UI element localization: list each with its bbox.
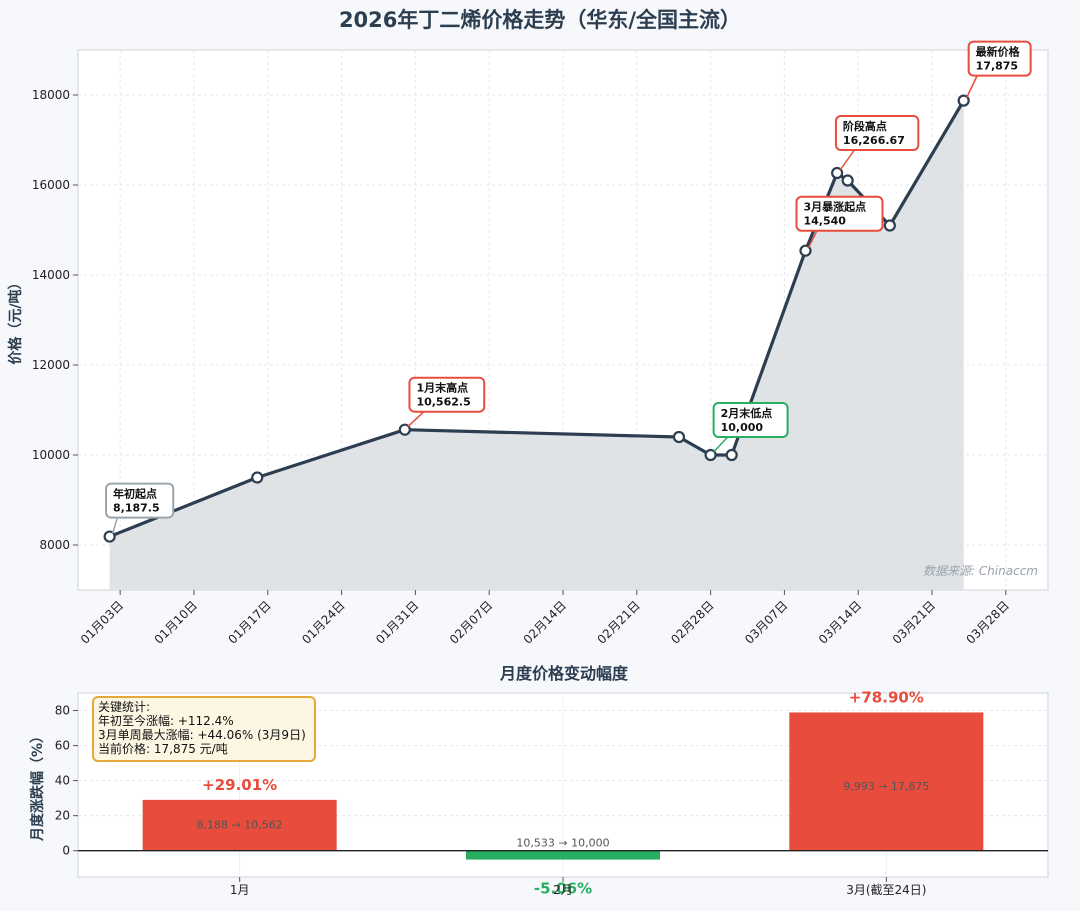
annotation-box (834, 114, 920, 151)
bar-chart: 0 20 40 60 80 月度涨跌幅（%） +29.01% 8,188 → 10,562 1月… (29, 688, 1049, 898)
data-point (957, 94, 970, 107)
y-tick-label: 12000 (32, 358, 70, 372)
data-point (398, 423, 411, 436)
data-point (883, 219, 896, 232)
y-tick-label: 10000 (32, 448, 70, 462)
annotation-value: 17,875 (976, 60, 1018, 73)
stats-box-frame (92, 696, 316, 762)
bar-y-axis-label: 月度涨跌幅（%） (29, 729, 46, 842)
x-tick-label: 03月14日 (816, 598, 864, 646)
bar (789, 712, 984, 851)
bar (466, 850, 660, 860)
line-chart: 01月03日 01月10日 01月17日 01月24日 01月31日 02月07日 02月1… (7, 40, 1049, 647)
y-tick-label: 8000 (39, 538, 70, 552)
annotation-title: 年初起点 (113, 487, 157, 501)
annotation-box (712, 402, 789, 438)
stats-box: 关键统计:年初至今涨幅: +112.4%3月单周最大涨幅: +44.06% (3… (92, 696, 316, 762)
annotation-box (105, 482, 175, 519)
annotation-value: 16,266.67 (843, 134, 905, 147)
bar-x-tick-label: 1月 (230, 883, 250, 897)
bar-y-tick-label: 40 (55, 774, 70, 788)
bar-range-label: 10,533 → 10,000 (516, 837, 609, 850)
stats-line: 年初至今涨幅: +112.4% (98, 713, 234, 728)
x-tick-label: 01月31日 (373, 598, 421, 646)
x-tick-label: 03月21日 (890, 598, 938, 646)
x-tick-label: 01月17日 (225, 598, 273, 646)
x-tick-label: 03月28日 (963, 598, 1011, 646)
bar-value-label: -5.06% (534, 880, 592, 898)
stats-heading: 关键统计: (98, 700, 150, 714)
y-tick-label: 18000 (32, 88, 70, 102)
x-tick-label: 01月10日 (152, 598, 200, 646)
data-point (103, 530, 116, 543)
bar-y-tick-label: 80 (55, 704, 70, 718)
data-point (725, 448, 738, 462)
x-tick-label: 02月14日 (521, 598, 569, 646)
data-point (799, 244, 812, 257)
data-source-note: 数据来源: Chinaccm (923, 564, 1038, 578)
bar-y-tick-label: 0 (62, 844, 70, 858)
data-point (841, 174, 854, 187)
annotation-box (795, 195, 884, 232)
data-point (831, 166, 844, 180)
x-tick-label: 02月07日 (447, 598, 495, 646)
bar (142, 799, 337, 851)
data-point (251, 471, 264, 484)
annotation-arrow (713, 435, 730, 453)
area-fill (109, 100, 964, 590)
x-tick-label: 01月03日 (78, 598, 126, 646)
x-tick-label: 02月21日 (594, 598, 642, 646)
x-tick-label: 03月07日 (742, 598, 790, 646)
x-tick-label: 02月28日 (668, 598, 716, 646)
annotation-title: 3月暴涨起点 (804, 200, 867, 214)
annotation-arrow (407, 410, 426, 428)
chart-title: 2026年丁二烯价格走势（华东/全国主流） (339, 8, 741, 32)
annotation-box (967, 40, 1032, 77)
y-tick-label: 16000 (32, 178, 70, 192)
annotation-title: 最新价格 (976, 45, 1021, 59)
annotation-value: 10,562.5 (416, 396, 470, 409)
bar-y-tick-label: 60 (55, 739, 70, 753)
annotation-title: 阶段高点 (843, 119, 887, 133)
annotation-value: 10,000 (721, 421, 764, 434)
bar-range-label: 9,993 → 17,875 (843, 780, 929, 793)
annotation-arrow (839, 148, 856, 171)
bar-range-label: 8,188 → 10,562 (197, 818, 283, 831)
bar-y-tick-label: 20 (55, 809, 70, 823)
annotation-arrow (965, 74, 979, 98)
bar-value-label: +29.01% (202, 776, 277, 794)
annotation-title: 1月末高点 (416, 381, 468, 395)
stats-line: 3月单周最大涨幅: +44.06% (3月9日) (98, 727, 306, 742)
stats-line: 当前价格: 17,875 元/吨 (98, 741, 228, 756)
annotation-arrow (807, 229, 819, 249)
data-point (704, 448, 717, 462)
annotation-title: 2月末低点 (721, 406, 773, 420)
annotation-value: 8,187.5 (113, 502, 160, 515)
bar-value-label: +78.90% (849, 688, 924, 706)
annotation-box (408, 376, 486, 413)
annotation-arrow (111, 516, 119, 534)
bar-x-tick-label: 3月(截至24日) (846, 883, 926, 897)
x-tick-label: 01月24日 (299, 598, 347, 646)
bar-x-tick-label: 2月 (553, 883, 573, 897)
y-tick-label: 14000 (32, 268, 70, 282)
y-axis-label: 价格（元/吨） (7, 275, 24, 364)
bar-chart-title: 月度价格变动幅度 (499, 664, 629, 683)
data-point (672, 430, 686, 444)
annotation-value: 14,540 (804, 215, 847, 228)
